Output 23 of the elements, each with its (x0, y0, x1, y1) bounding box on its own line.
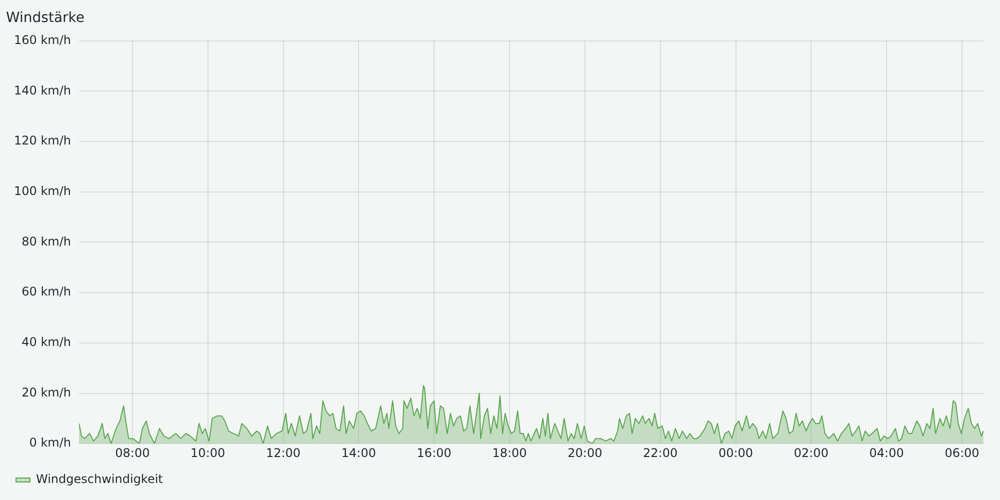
y-tick-label: 40 km/h (22, 335, 72, 350)
x-tick-label: 20:00 (568, 446, 602, 460)
y-tick-label: 0 km/h (29, 436, 72, 450)
x-tick-label: 08:00 (115, 446, 150, 460)
y-tick-label: 60 km/h (22, 284, 72, 299)
x-tick-label: 14:00 (341, 446, 376, 460)
chart-title: Windstärke (6, 10, 85, 26)
y-tick-label: 160 km/h (14, 32, 72, 47)
x-tick-label: 18:00 (492, 446, 527, 460)
x-tick-label: 22:00 (643, 446, 678, 460)
y-tick-label: 20 km/h (22, 385, 72, 400)
y-tick-label: 100 km/h (14, 184, 72, 198)
x-tick-label: 16:00 (416, 446, 452, 460)
y-tick-label: 80 km/h (22, 234, 72, 248)
x-tick-label: 00:00 (718, 446, 754, 460)
x-tick-label: 02:00 (794, 446, 828, 460)
x-tick-label: 10:00 (190, 446, 226, 460)
x-tick-label: 04:00 (869, 446, 904, 460)
y-tick-label: 120 km/h (14, 134, 72, 148)
legend-label: Windgeschwindigkeit (36, 472, 164, 486)
x-tick-label: 12:00 (266, 446, 301, 460)
y-tick-label: 140 km/h (14, 83, 72, 98)
x-tick-label: 06:00 (944, 446, 980, 460)
